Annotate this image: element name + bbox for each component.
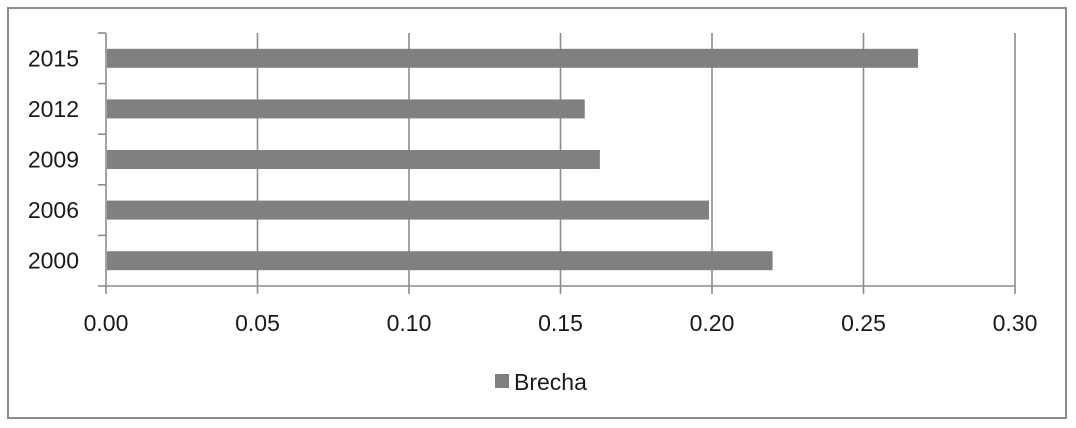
x-tick-label-5: 0.25 (841, 310, 886, 336)
axis-layer (98, 32, 1016, 294)
x-tick-label-3: 0.15 (538, 310, 583, 336)
y-tick-label-2009: 2009 (28, 147, 79, 173)
y-tick-label-2000: 2000 (28, 248, 79, 274)
legend-swatch (495, 374, 509, 388)
y-tick-label-2015: 2015 (28, 45, 79, 71)
bar-2006 (107, 200, 709, 220)
x-tick-label-2: 0.10 (387, 310, 432, 336)
legend: Brecha (495, 369, 587, 395)
grid-layer (256, 33, 1016, 286)
y-tick-label-2006: 2006 (28, 197, 79, 223)
x-tick-label-6: 0.30 (993, 310, 1038, 336)
bar-2015 (107, 48, 919, 68)
bars-layer (107, 48, 919, 271)
x-tick-label-4: 0.20 (690, 310, 735, 336)
y-tick-labels: 2015 2012 2009 2006 2000 (28, 45, 79, 273)
bar-2012 (107, 99, 585, 119)
legend-label: Brecha (514, 369, 587, 395)
bar-2009 (107, 150, 600, 169)
x-tick-label-0: 0.00 (84, 310, 129, 336)
x-tick-labels: 0.00 0.05 0.10 0.15 0.20 0.25 0.30 (84, 310, 1038, 336)
x-tick-label-1: 0.05 (235, 310, 280, 336)
bar-2000 (107, 251, 773, 271)
y-tick-label-2012: 2012 (28, 96, 79, 122)
